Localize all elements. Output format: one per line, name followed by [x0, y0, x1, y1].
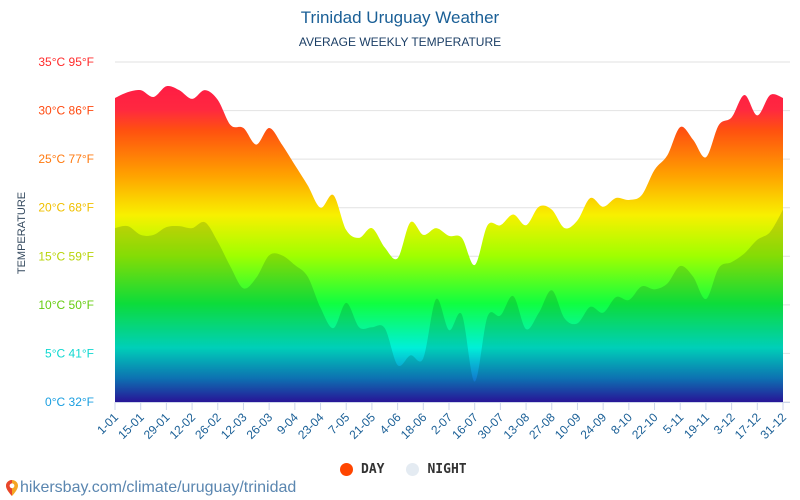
y-tick-label: 5°C 41°F [45, 346, 94, 360]
x-tick-label: 30-07 [475, 410, 507, 442]
x-tick-label: 29-01 [141, 410, 173, 442]
x-tick-label: 12-02 [167, 410, 199, 442]
night-area [115, 209, 783, 402]
legend: DAY NIGHT [340, 462, 467, 477]
x-tick-label: 19-11 [681, 410, 712, 441]
y-tick-label: 20°C 68°F [38, 201, 94, 215]
y-tick-label: 25°C 77°F [38, 152, 94, 166]
x-tick-label: 26-02 [192, 410, 224, 442]
x-tick-label: 18-06 [398, 410, 430, 442]
x-tick-label: 23-04 [295, 410, 327, 442]
x-tick-label: 17-12 [732, 410, 764, 442]
x-tick-label: 24-09 [578, 410, 610, 442]
x-tick-label: 26-03 [244, 410, 276, 442]
y-tick-label: 0°C 32°F [45, 395, 94, 409]
map-pin-icon [6, 480, 18, 496]
night-area-shade [115, 209, 783, 402]
chart-subtitle: AVERAGE WEEKLY TEMPERATURE [298, 35, 502, 49]
x-tick-label: 16-07 [449, 410, 481, 442]
legend-item-night[interactable]: NIGHT [406, 462, 467, 477]
source-link[interactable]: hikersbay.com/climate/uruguay/trinidad [6, 479, 296, 497]
y-tick-label: 10°C 50°F [38, 298, 94, 312]
day-color-dot [340, 463, 353, 476]
y-tick-label: 35°C 95°F [38, 55, 94, 69]
x-tick-label: 27-08 [526, 410, 558, 442]
source-url: hikersbay.com/climate/uruguay/trinidad [20, 479, 297, 496]
legend-label-day: DAY [361, 462, 385, 477]
x-tick-label: 10-09 [552, 410, 584, 442]
x-tick-label: 21-05 [346, 410, 378, 442]
legend-label-night: NIGHT [427, 462, 467, 477]
legend-item-day[interactable]: DAY [340, 462, 384, 477]
y-tick-label: 30°C 86°F [38, 104, 94, 118]
x-tick-label: 22-10 [629, 410, 661, 442]
x-tick-label: 12-03 [218, 410, 250, 442]
x-tick-label: 31-12 [758, 410, 790, 442]
y-axis-label: TEMPERATURE [16, 192, 28, 274]
chart-title: Trinidad Uruguay Weather [300, 8, 500, 27]
x-tick-label: 15-01 [115, 410, 147, 442]
x-tick-label: 13-08 [501, 410, 533, 442]
y-tick-label: 15°C 59°F [38, 249, 94, 263]
night-color-dot [406, 463, 420, 476]
